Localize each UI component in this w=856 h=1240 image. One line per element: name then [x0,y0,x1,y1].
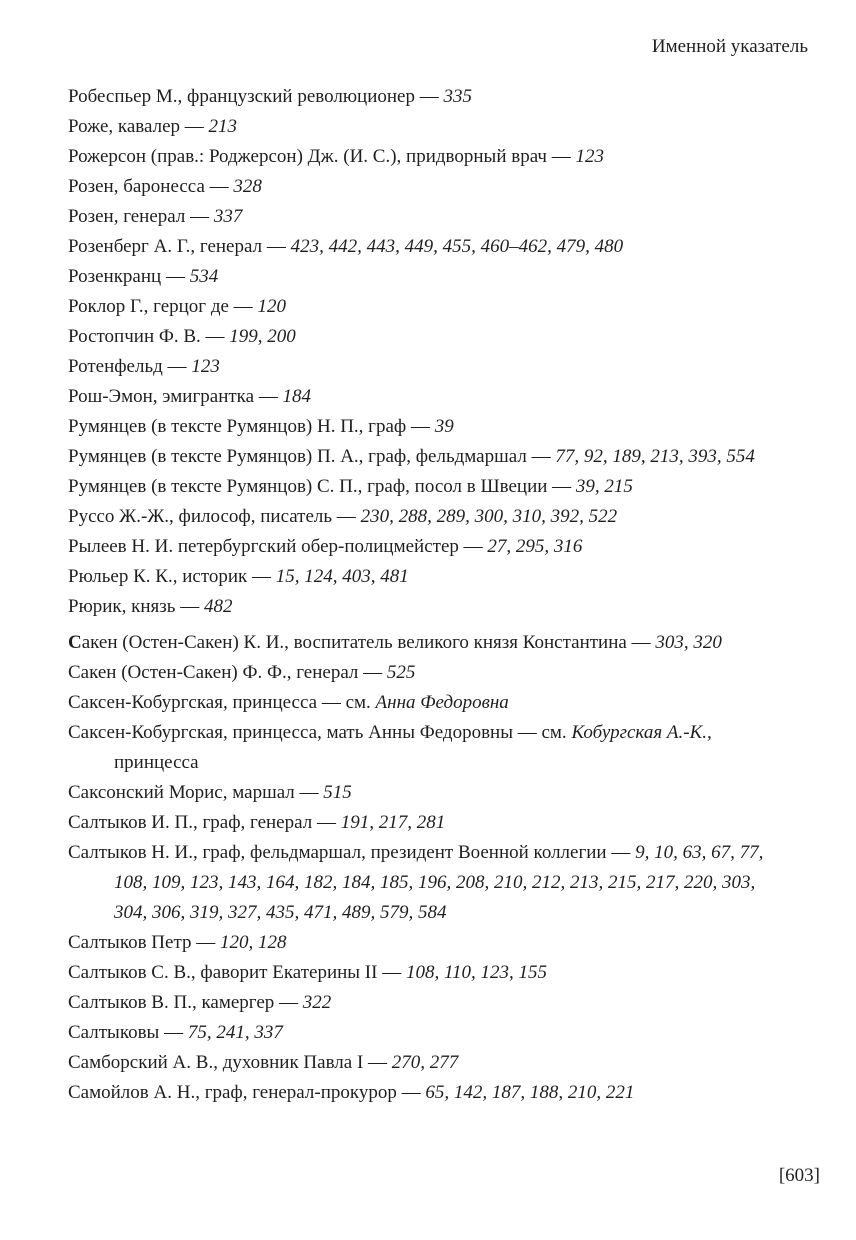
entry-text-run: Саксен-Кобургская, принцесса — см. [68,692,376,713]
index-entry: Рюрик, князь — 482 [68,592,792,622]
index-entry: Салтыков Н. И., граф, фельдмаршал, прези… [68,838,792,928]
entry-text-run: Рюльер К. К., историк — [68,566,276,587]
entry-pages-run: 108, 110, 123, 155 [405,962,548,983]
entry-text-run: Робеспьер М., французский революционер — [68,86,444,107]
entry-pages-run: 270, 277 [391,1052,459,1073]
entry-pages-run: 120, 128 [220,932,287,953]
entry-text-run: Розен, баронесса — [68,176,234,197]
index-entry: Салтыков И. П., граф, генерал — 191, 217… [68,808,792,838]
entry-pages-run: 39, 215 [575,476,633,497]
index-entry: Роже, кавалер — 213 [68,112,792,142]
entry-text-run: принцесса [114,752,199,773]
entry-pages-run: 75, 241, 337 [187,1022,283,1043]
entry-pages-run: 337 [213,206,243,227]
entry-text-run: Рош-Эмон, эмигрантка — [68,386,283,407]
index-entry: Салтыков С. В., фаворит Екатерины II — 1… [68,958,792,988]
entry-pages-run: 482 [203,596,233,617]
index-entry: Рюльер К. К., историк — 15, 124, 403, 48… [68,562,792,592]
entry-pages-run: 9, 10, 63, 67, 77, 108, 109, 123, 143, 1… [114,842,764,923]
index-entry: Румянцев (в тексте Румянцов) П. А., граф… [68,442,792,472]
entry-text-run: Салтыков И. П., граф, генерал — [68,812,341,833]
entry-pages-run: Кобургская А.-К., [571,722,712,743]
entry-text-run: Роклор Г., герцог де — [68,296,258,317]
index-entry: Руссо Ж.-Ж., философ, писатель — 230, 28… [68,502,792,532]
index-list: Робеспьер М., французский революционер —… [68,82,792,1108]
entry-text-run: Салтыков В. П., камергер — [68,992,303,1013]
index-entry: Розен, баронесса — 328 [68,172,792,202]
entry-text-run: Салтыков Н. И., граф, фельдмаршал, прези… [68,842,636,863]
entry-pages-run: Анна Федоровна [375,692,509,713]
entry-pages-run: 123 [575,146,604,167]
entry-text-run: Розенберг А. Г., генерал — [68,236,291,257]
entry-text-run: Румянцев (в тексте Румянцов) П. А., граф… [68,446,556,467]
entry-pages-run: 335 [443,86,472,107]
index-entry: Рылеев Н. И. петербургский обер-полицмей… [68,532,792,562]
entry-pages-run: 534 [189,266,219,287]
entry-text-run: Розенкранц — [68,266,190,287]
entry-pages-run: 515 [323,782,352,803]
entry-pages-run: 191, 217, 281 [340,812,446,833]
entry-pages-run: 77, 92, 189, 213, 393, 554 [555,446,755,467]
entry-pages-run: 184 [282,386,312,407]
entry-pages-run: 199, 200 [229,326,296,347]
entry-pages-run: 322 [302,992,332,1013]
entry-text-run: Сакен (Остен-Сакен) Ф. Ф., генерал — [68,662,387,683]
entry-text-run: Саксен-Кобургская, принцесса, мать Анны … [68,722,572,743]
entry-pages-run: 303, 320 [655,632,722,653]
index-entry: Сакен (Остен-Сакен) Ф. Ф., генерал — 525 [68,658,792,688]
entry-text-run: Салтыков С. В., фаворит Екатерины II — [68,962,406,983]
entry-initial-letter: С [68,632,82,653]
entry-pages-run: 328 [233,176,262,197]
index-entry: Робеспьер М., французский революционер —… [68,82,792,112]
entry-text-run: Румянцев (в тексте Румянцов) С. П., граф… [68,476,576,497]
entry-text-run: Розен, генерал — [68,206,214,227]
entry-text-run: акен (Остен-Сакен) К. И., воспитатель ве… [81,632,656,653]
entry-pages-run: 39 [434,416,454,437]
index-entry: Самойлов А. Н., граф, генерал-прокурор —… [68,1078,792,1108]
entry-text-run: Самборский А. В., духовник Павла I — [68,1052,392,1073]
index-entry: Румянцев (в тексте Румянцов) С. П., граф… [68,472,792,502]
entry-text-run: Салтыков Петр — [68,932,220,953]
index-entry: Саксонский Морис, маршал — 515 [68,778,792,808]
entry-text-run: Ротенфельд — [68,356,192,377]
entry-text-run: Салтыковы — [68,1022,188,1043]
index-entry: Ростопчин Ф. В. — 199, 200 [68,322,792,352]
index-entry: Саксен-Кобургская, принцесса, мать Анны … [68,718,792,778]
entry-text-run: Роже, кавалер — [68,116,209,137]
entry-pages-run: 230, 288, 289, 300, 310, 392, 522 [360,506,618,527]
page-number: [603] [778,1165,820,1186]
index-entry: Рош-Эмон, эмигрантка — 184 [68,382,792,412]
page-header-running-title: Именной указатель [651,36,808,57]
index-entry: Сакен (Остен-Сакен) К. И., воспитатель в… [68,628,792,658]
index-entry: Самборский А. В., духовник Павла I — 270… [68,1048,792,1078]
entry-pages-run: 213 [208,116,238,137]
entry-text-run: Рылеев Н. И. петербургский обер-полицмей… [68,536,488,557]
entry-text-run: Рюрик, князь — [68,596,204,617]
entry-pages-run: 120 [257,296,286,317]
index-entry: Розенкранц — 534 [68,262,792,292]
entry-text-run: Ростопчин Ф. В. — [68,326,230,347]
entry-pages-run: 423, 442, 443, 449, 455, 460–462, 479, 4… [290,236,624,257]
entry-pages-run: 123 [191,356,220,377]
index-entry: Румянцев (в тексте Румянцов) Н. П., граф… [68,412,792,442]
entry-pages-run: 15, 124, 403, 481 [275,566,409,587]
entry-pages-run: 27, 295, 316 [487,536,583,557]
index-entry: Салтыковы — 75, 241, 337 [68,1018,792,1048]
index-entry: Роклор Г., герцог де — 120 [68,292,792,322]
entry-text-run: Руссо Ж.-Ж., философ, писатель — [68,506,361,527]
index-entry: Саксен-Кобургская, принцесса — см. Анна … [68,688,792,718]
entry-pages-run: 525 [386,662,416,683]
index-entry: Салтыков В. П., камергер — 322 [68,988,792,1018]
entry-text-run: Рожерсон (прав.: Роджерсон) Дж. (И. С.),… [68,146,576,167]
entry-text-run: Румянцев (в тексте Румянцов) Н. П., граф… [68,416,435,437]
index-entry: Розен, генерал — 337 [68,202,792,232]
index-entry: Ротенфельд — 123 [68,352,792,382]
index-entry: Салтыков Петр — 120, 128 [68,928,792,958]
entry-text-run: Саксонский Морис, маршал — [68,782,324,803]
index-entry: Розенберг А. Г., генерал — 423, 442, 443… [68,232,792,262]
entry-text-run: Самойлов А. Н., граф, генерал-прокурор — [68,1082,426,1103]
index-entry: Рожерсон (прав.: Роджерсон) Дж. (И. С.),… [68,142,792,172]
entry-pages-run: 65, 142, 187, 188, 210, 221 [425,1082,635,1103]
